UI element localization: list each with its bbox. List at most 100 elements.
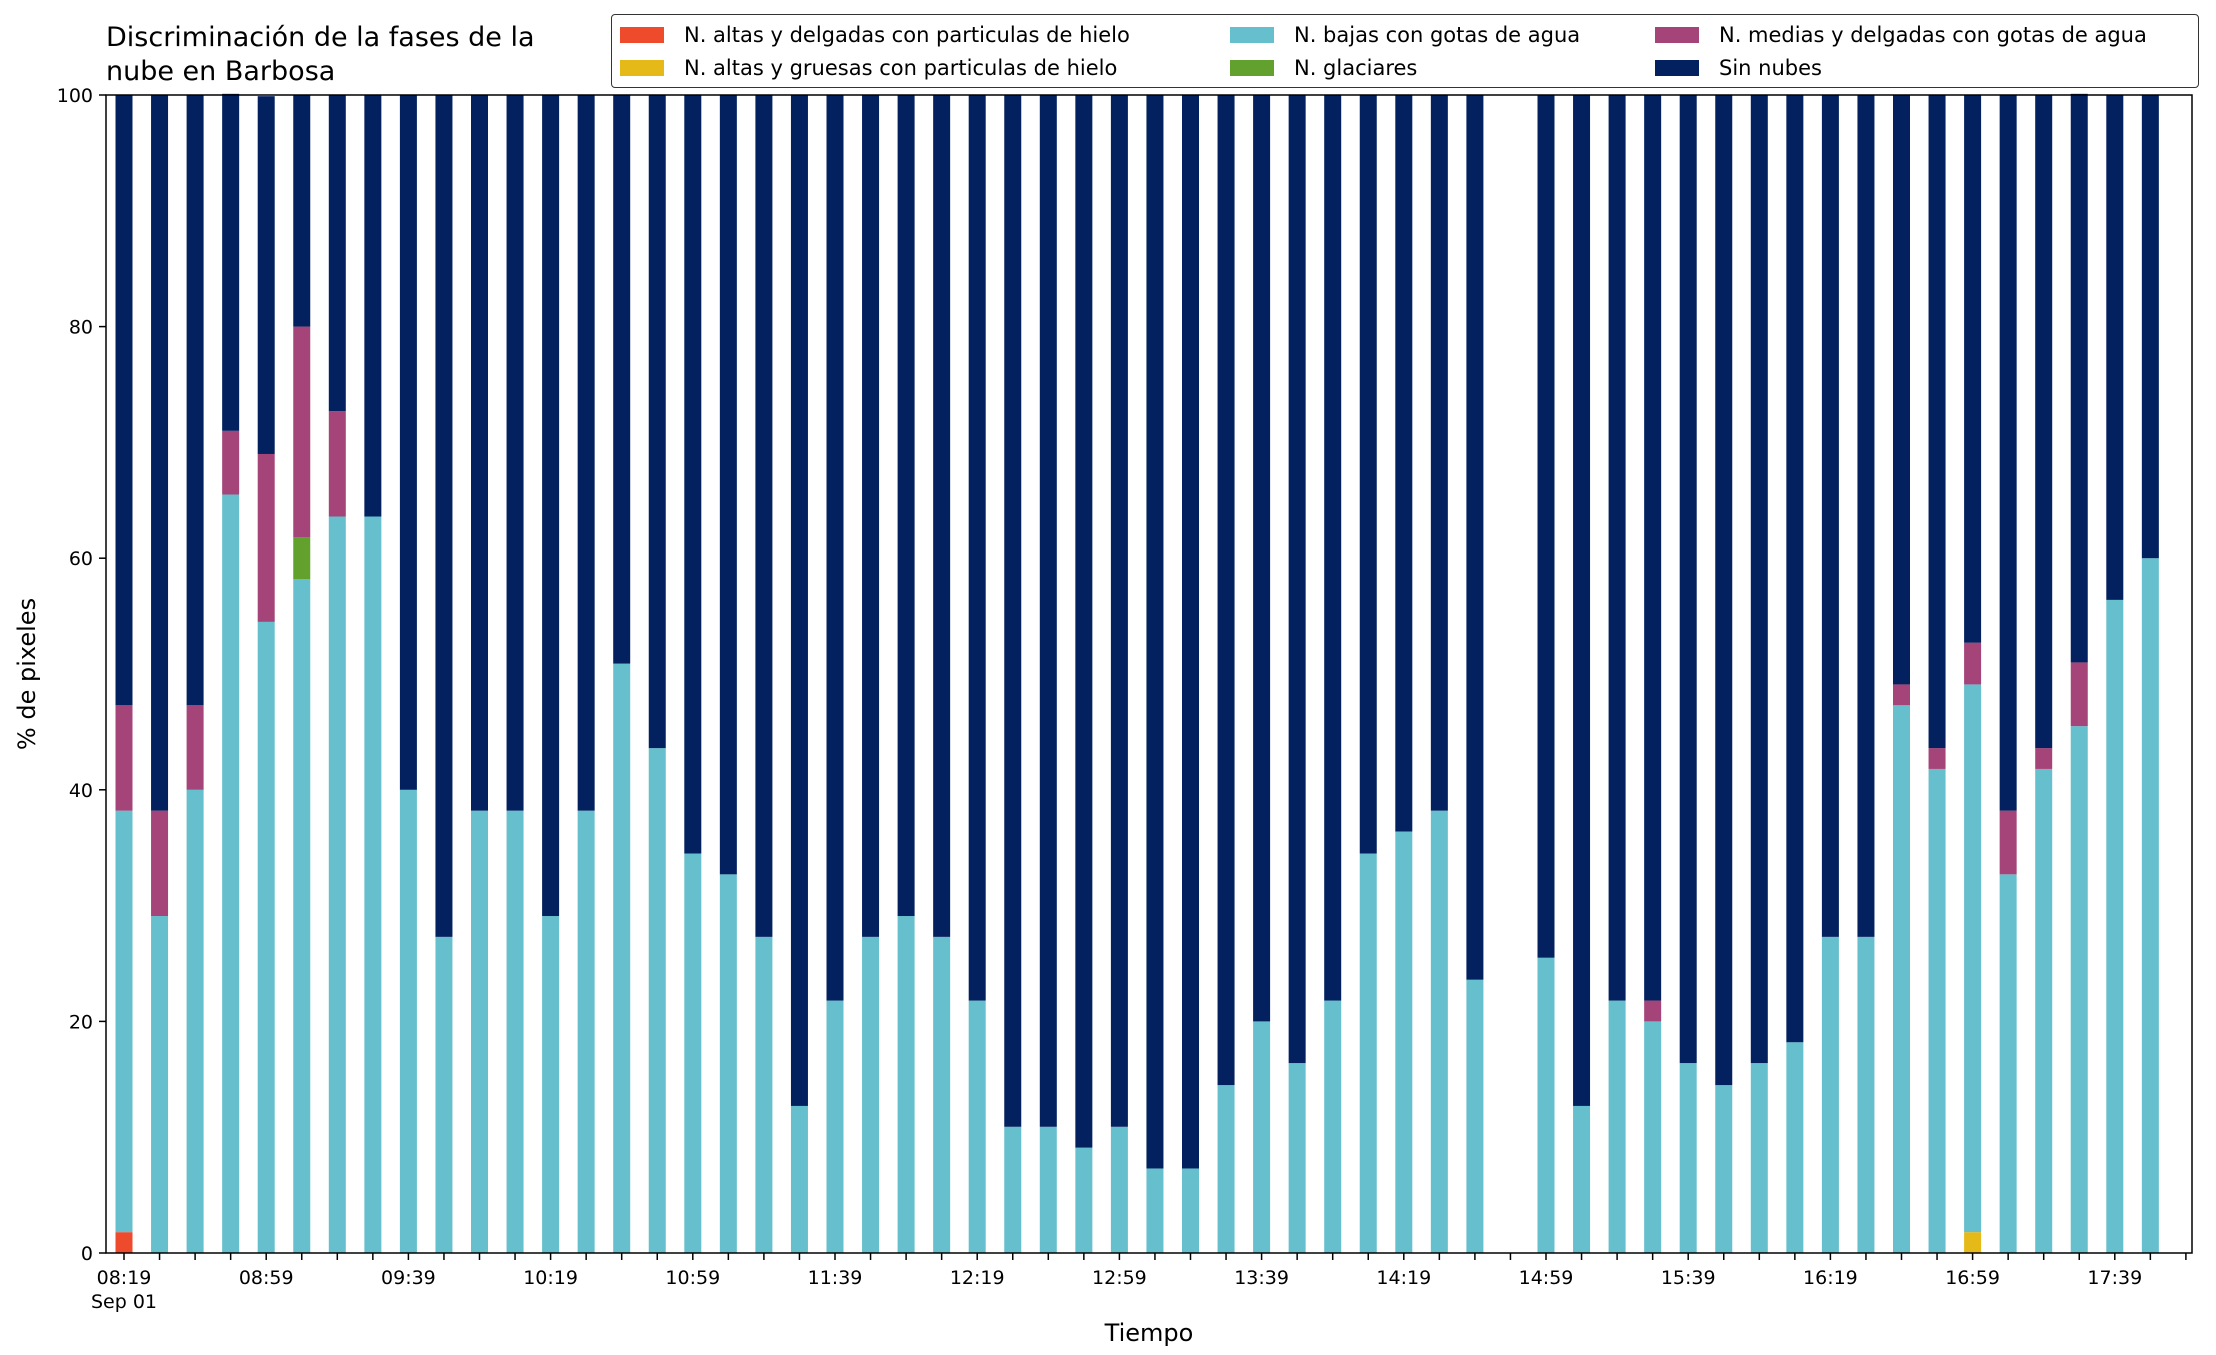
x-tick-label: 09:39 (381, 1267, 436, 1289)
x-tick-label: 10:19 (523, 1267, 578, 1289)
bar-segment-series-2 (222, 494, 240, 1253)
bar-segment-series-5 (1857, 95, 1875, 937)
bar-segment-series-5 (506, 95, 524, 811)
bar-segment-series-4 (2035, 748, 2053, 769)
bar-segment-series-5 (151, 95, 169, 811)
bar-segment-series-5 (1928, 95, 1946, 749)
legend-swatch (620, 27, 664, 43)
bar-segment-series-5 (1608, 95, 1626, 1001)
bar-segment-series-5 (1430, 95, 1448, 811)
bar-segment-series-5 (1110, 95, 1128, 1127)
bar-segment-series-4 (293, 326, 311, 538)
bar-segment-series-2 (364, 516, 382, 1253)
bar-segment-series-5 (1075, 95, 1093, 1148)
bar-segment-series-5 (399, 95, 417, 790)
y-tick-label: 40 (69, 780, 93, 802)
bar-segment-series-5 (1715, 95, 1733, 1086)
bar-segment-series-4 (151, 810, 169, 917)
bar-segment-series-2 (1182, 1168, 1199, 1253)
bar-segment-series-5 (435, 95, 453, 937)
bar-segment-series-5 (1039, 95, 1057, 1127)
bar-segment-series-2 (186, 789, 204, 1253)
bar-segment-series-3 (293, 537, 311, 580)
bar-segment-series-2 (2106, 599, 2124, 1253)
chart-title-line-2: nube en Barbosa (106, 56, 336, 87)
bar-segment-series-2 (257, 621, 275, 1253)
bar-segment-series-2 (1964, 684, 1982, 1233)
plot-frame (105, 94, 2193, 1254)
x-tick-label: 17:39 (2087, 1267, 2142, 1289)
legend-swatch (1230, 60, 1274, 76)
legend-item-hielo-delgadas: N. altas y delgadas con particulas de hi… (620, 21, 1130, 49)
legend-item-hielo-gruesas: N. altas y gruesas con particulas de hie… (620, 54, 1117, 82)
bar-segment-series-2 (1786, 1042, 1804, 1253)
bar-segment-series-2 (1750, 1063, 1768, 1253)
legend: N. altas y delgadas con particulas de hi… (611, 14, 2199, 88)
bar-segment-series-4 (186, 705, 204, 790)
x-axis: 08:19 08:59 09:39 10:19 10:59 11:39 12:19 12:59… (91, 1253, 2187, 1313)
bar-segment-series-1 (1964, 1232, 1982, 1253)
bar-segment-series-2 (1537, 957, 1555, 1253)
bar-segment-series-5 (1466, 95, 1484, 980)
bar-segment-series-2 (1217, 1085, 1235, 1253)
bar-segment-series-2 (1573, 1105, 1591, 1253)
bar-segment-series-5 (1999, 95, 2017, 811)
bar-segment-series-2 (1039, 1126, 1057, 1253)
bar-segment-series-2 (506, 810, 524, 1253)
x-tick-label: 16:19 (1803, 1267, 1858, 1289)
bar-segment-series-5 (719, 95, 737, 875)
bar-segment-series-2 (1359, 853, 1377, 1253)
bar-segment-series-5 (1359, 95, 1377, 854)
bar-segment-series-2 (1999, 874, 2017, 1253)
bar-segment-series-5 (1644, 95, 1662, 1001)
legend-label: N. glaciares (1294, 56, 1418, 80)
bar-segment-series-5 (826, 95, 844, 1001)
bar-segment-series-5 (933, 95, 951, 937)
bar-segment-series-5 (542, 95, 560, 917)
bar-segment-series-5 (471, 95, 488, 811)
chart-title-line-1: Discriminación de la fases de la (106, 22, 535, 53)
y-tick-label: 0 (81, 1243, 93, 1265)
bar-segment-series-4 (222, 430, 240, 495)
legend-swatch (1230, 27, 1274, 43)
bar-segment-series-4 (2070, 662, 2088, 727)
y-axis-label: % de pixeles (13, 598, 41, 750)
bar-segment-series-2 (613, 663, 631, 1253)
bar-segment-series-2 (1644, 1021, 1662, 1253)
bar-segment-series-2 (435, 936, 453, 1253)
bar-segment-series-5 (1288, 95, 1306, 1064)
bar-segment-series-5 (1537, 95, 1555, 958)
bar-segment-series-5 (1395, 95, 1413, 832)
bar-segment-series-5 (2141, 95, 2159, 559)
bar-segment-series-2 (648, 748, 666, 1253)
bar-segment-series-5 (684, 95, 702, 854)
legend-swatch (620, 60, 664, 76)
y-tick-label: 80 (69, 317, 93, 339)
bar-segment-series-2 (1253, 1021, 1271, 1253)
y-tick-label: 20 (69, 1011, 93, 1033)
bar-segment-series-5 (897, 95, 915, 917)
legend-label: N. altas y delgadas con particulas de hi… (684, 23, 1130, 47)
bar-segment-series-4 (1999, 810, 2017, 875)
bar-segment-series-2 (1893, 705, 1910, 1253)
bar-segment-series-4 (1893, 684, 1910, 706)
bar-segment-series-2 (1928, 768, 1946, 1253)
bar-segment-series-5 (364, 95, 382, 517)
bar-segment-series-5 (1182, 95, 1199, 1169)
bar-segment-series-2 (471, 810, 488, 1253)
bar-segment-series-2 (577, 810, 595, 1253)
bar-segment-series-5 (1573, 95, 1591, 1106)
bar-segment-series-5 (328, 95, 346, 412)
bar-segment-series-5 (257, 96, 275, 454)
bar-segment-series-2 (790, 1105, 808, 1253)
legend-item-glaciares: N. glaciares (1230, 54, 1417, 82)
bar-segment-series-5 (293, 95, 311, 327)
bar-segment-series-2 (968, 1000, 986, 1253)
x-tick-label: 12:59 (1092, 1267, 1147, 1289)
bar-segment-series-5 (1964, 95, 1982, 643)
bar-segment-series-4 (328, 411, 346, 517)
bar-segment-series-2 (826, 1000, 844, 1253)
bar-segment-series-2 (2141, 558, 2159, 1253)
bar-segment-series-2 (1821, 936, 1839, 1253)
